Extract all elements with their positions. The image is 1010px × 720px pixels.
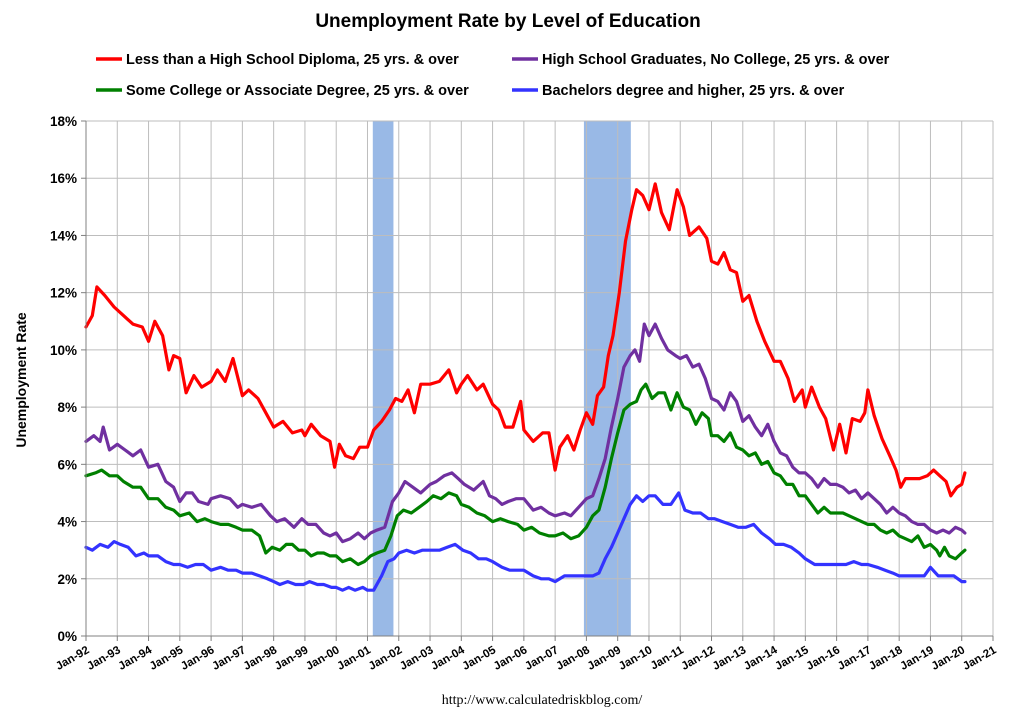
- y-tick-label: 16%: [50, 171, 77, 186]
- x-tick-label: Jan-03: [398, 644, 436, 673]
- y-tick-label: 18%: [50, 114, 77, 129]
- x-tick-label: Jan-97: [210, 644, 248, 673]
- x-tick-label: Jan-98: [242, 644, 280, 673]
- legend: Less than a High School Diploma, 25 yrs.…: [96, 52, 890, 99]
- x-tick-label: Jan-14: [742, 644, 780, 673]
- legend-label-4: Bachelors degree and higher, 25 yrs. & o…: [542, 83, 845, 99]
- series-line-2: [84, 322, 967, 544]
- y-tick-label: 10%: [50, 343, 77, 358]
- source-text: http://www.calculatedriskblog.com/: [442, 693, 643, 708]
- series-line-1: [84, 182, 967, 498]
- x-tick-label: Jan-94: [116, 644, 154, 673]
- x-tick-label: Jan-10: [617, 644, 655, 673]
- series-line-3: [84, 382, 967, 567]
- y-tick-label: 2%: [57, 572, 77, 587]
- x-tick-label: Jan-06: [492, 644, 530, 673]
- x-tick-label: Jan-05: [461, 644, 499, 673]
- x-tick-label: Jan-00: [304, 644, 342, 673]
- x-tick-label: Jan-99: [273, 644, 311, 673]
- x-tick-label: Jan-01: [335, 644, 373, 673]
- x-tick-label: Jan-95: [148, 644, 186, 673]
- x-tick-label: Jan-15: [773, 644, 811, 673]
- x-tick-label: Jan-20: [930, 644, 968, 673]
- x-tick-label: Jan-96: [179, 644, 217, 673]
- recession-band-1: [372, 121, 394, 636]
- y-tick-label: 14%: [50, 228, 77, 243]
- x-tick-label: Jan-19: [898, 644, 936, 673]
- y-tick-label: 12%: [50, 286, 77, 301]
- y-tick-label: 6%: [57, 457, 77, 472]
- y-axis-label: Unemployment Rate: [13, 312, 29, 448]
- y-tick-label: 4%: [57, 515, 77, 530]
- y-axis-ticks: 0% 2% 4% 6% 8% 10% 12% 14% 16% 18%: [50, 114, 86, 644]
- x-tick-label: Jan-08: [554, 644, 592, 673]
- x-tick-label: Jan-17: [836, 644, 874, 673]
- x-tick-label: Jan-21: [961, 644, 999, 673]
- legend-label-3: Some College or Associate Degree, 25 yrs…: [126, 83, 469, 99]
- axes: [85, 121, 993, 637]
- y-tick-label: 8%: [57, 400, 77, 415]
- series-lines: [84, 182, 967, 592]
- x-tick-label: Jan-12: [679, 644, 717, 673]
- y-tick-label: 0%: [57, 629, 77, 644]
- legend-label-2: High School Graduates, No College, 25 yr…: [542, 52, 890, 68]
- series-line-4: [84, 491, 967, 592]
- x-tick-label: Jan-93: [85, 644, 123, 673]
- x-axis-ticks: Jan-92Jan-93Jan-94Jan-95Jan-96Jan-97Jan-…: [54, 636, 999, 673]
- x-tick-label: Jan-13: [711, 644, 749, 673]
- recession-band-2: [583, 121, 631, 636]
- x-tick-label: Jan-04: [429, 644, 467, 673]
- legend-label-1: Less than a High School Diploma, 25 yrs.…: [126, 52, 459, 68]
- x-tick-label: Jan-09: [586, 644, 624, 673]
- chart-title: Unemployment Rate by Level of Education: [315, 11, 700, 32]
- x-tick-label: Jan-16: [805, 644, 843, 673]
- x-tick-label: Jan-07: [523, 644, 561, 673]
- x-tick-label: Jan-18: [867, 644, 905, 673]
- x-tick-label: Jan-92: [54, 644, 92, 673]
- x-tick-label: Jan-11: [649, 644, 687, 673]
- x-tick-label: Jan-02: [367, 644, 405, 673]
